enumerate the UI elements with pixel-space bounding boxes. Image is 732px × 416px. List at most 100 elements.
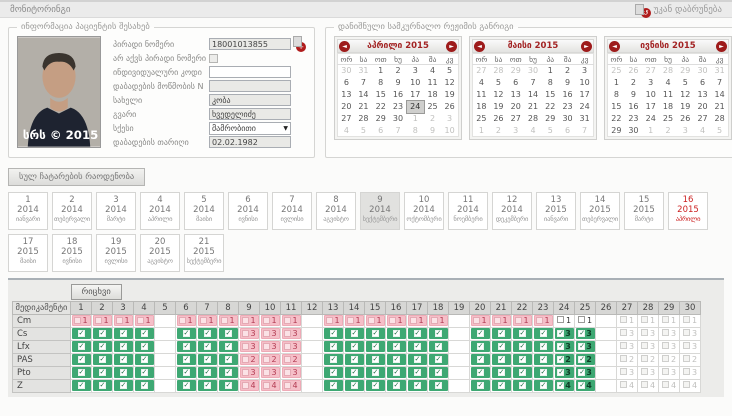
calendar-day[interactable]: 2	[665, 125, 671, 135]
month-box[interactable]: 13 2015 იანვარი	[536, 192, 576, 230]
dose-cell[interactable]	[91, 378, 113, 393]
dose-cell[interactable]: 3	[637, 339, 659, 354]
dose-cell[interactable]	[196, 378, 218, 393]
dose-cell[interactable]	[133, 339, 155, 354]
dose-cell[interactable]: 1	[385, 313, 407, 328]
dose-cell[interactable]	[385, 339, 407, 354]
calendar-day[interactable]: 25	[662, 114, 674, 123]
dose-cell[interactable]	[217, 326, 239, 341]
dose-cell[interactable]	[91, 365, 113, 380]
dose-cell[interactable]: 3	[238, 339, 260, 354]
dose-cell[interactable]: 4	[679, 378, 701, 393]
dose-cell[interactable]	[175, 365, 197, 380]
calendar-day[interactable]: 11	[476, 90, 487, 99]
dose-cell[interactable]	[217, 365, 239, 380]
calendar-day[interactable]: 28	[714, 114, 725, 123]
dose-cell[interactable]	[70, 339, 92, 354]
calendar-day[interactable]: 8	[547, 78, 553, 87]
month-box[interactable]: 20 2015 აგვისტო	[140, 234, 180, 272]
dose-cell[interactable]	[70, 365, 92, 380]
calendar-prev-icon[interactable]: ◄	[609, 40, 620, 52]
calendar-day[interactable]: 26	[628, 66, 639, 76]
dose-cell[interactable]: 3	[616, 365, 638, 380]
dose-cell[interactable]: 4	[259, 378, 281, 393]
dose-cell[interactable]	[133, 352, 155, 367]
calendar-day[interactable]: 14	[527, 90, 539, 99]
calendar-day[interactable]: 2	[430, 114, 436, 123]
dose-cell[interactable]	[70, 378, 92, 393]
calendar-day[interactable]: 21	[358, 102, 369, 111]
dose-cell[interactable]	[322, 365, 344, 380]
dose-cell[interactable]: 1	[91, 313, 113, 328]
dose-cell[interactable]: 2	[238, 352, 260, 367]
dose-cell[interactable]	[112, 378, 134, 393]
calendar-day[interactable]: 17	[579, 90, 590, 99]
calendar-day[interactable]: 28	[662, 66, 674, 76]
calendar-day[interactable]: 10	[410, 78, 421, 87]
dose-cell[interactable]: 3	[574, 365, 596, 380]
dose-cell[interactable]	[91, 326, 113, 341]
month-box[interactable]: 15 2015 მარტი	[624, 192, 664, 230]
dose-cell[interactable]	[469, 378, 491, 393]
month-box[interactable]: 3 2014 მარტი	[96, 192, 136, 230]
dose-cell[interactable]	[532, 378, 554, 393]
calendar-day[interactable]: 15	[611, 102, 622, 111]
dose-cell[interactable]	[532, 339, 554, 354]
calendar-day[interactable]: 13	[697, 90, 708, 99]
dose-cell[interactable]	[112, 326, 134, 341]
dose-cell[interactable]: 3	[658, 339, 680, 354]
dose-cell[interactable]: 3	[259, 365, 281, 380]
calendar-day[interactable]: 6	[513, 78, 519, 87]
month-box[interactable]: 21 2015 სექტემბერი	[184, 234, 224, 272]
load-person-button[interactable]: +	[293, 36, 306, 52]
calendar-day[interactable]: 27	[645, 66, 656, 76]
dose-cell[interactable]: 1	[364, 313, 386, 328]
calendar-day[interactable]: 23	[562, 102, 573, 111]
calendar-day[interactable]: 8	[412, 125, 418, 135]
calendar-day[interactable]: 25	[611, 66, 622, 76]
calendar-day[interactable]: 29	[680, 66, 691, 76]
calendar-day[interactable]: 2	[630, 78, 636, 87]
dose-cell[interactable]: 3	[616, 326, 638, 341]
dose-cell[interactable]	[406, 352, 428, 367]
calendar-day[interactable]: 22	[545, 102, 556, 111]
dose-cell[interactable]	[406, 378, 428, 393]
calendar-day[interactable]: 30	[527, 66, 539, 76]
calendar-day[interactable]: 11	[662, 90, 674, 99]
calendar-day[interactable]: 26	[444, 102, 455, 111]
calendar-next-icon[interactable]: ►	[580, 40, 592, 52]
month-box[interactable]: 6 2014 ივნისი	[228, 192, 268, 230]
calendar-day[interactable]: 5	[717, 125, 723, 135]
dose-cell[interactable]	[469, 339, 491, 354]
dose-cell[interactable]	[427, 365, 449, 380]
calendar-day[interactable]: 20	[341, 102, 352, 111]
dose-cell[interactable]	[133, 326, 155, 341]
dose-cell[interactable]	[175, 339, 197, 354]
dose-cell[interactable]: 1	[511, 313, 533, 328]
dose-cell[interactable]: 1	[238, 313, 260, 328]
dose-cell[interactable]	[364, 365, 386, 380]
dose-cell[interactable]	[511, 339, 533, 354]
calendar-day[interactable]: 14	[358, 90, 369, 99]
dose-cell[interactable]: 3	[658, 365, 680, 380]
dose-cell[interactable]	[217, 352, 239, 367]
calendar-day[interactable]: 29	[375, 114, 386, 123]
dose-cell[interactable]: 1	[343, 313, 365, 328]
dose-cell[interactable]	[364, 339, 386, 354]
calendar-day[interactable]: 12	[680, 90, 691, 99]
dose-cell[interactable]	[70, 326, 92, 341]
dose-cell[interactable]	[532, 352, 554, 367]
dose-cell[interactable]: 1	[532, 313, 554, 328]
calendar-day[interactable]: 21	[527, 102, 539, 111]
dose-cell[interactable]	[343, 326, 365, 341]
calendar-day[interactable]: 26	[493, 114, 504, 123]
calendar-next-icon[interactable]: ►	[715, 40, 727, 52]
dose-cell[interactable]	[427, 352, 449, 367]
month-box[interactable]: 1 2014 იანვარი	[8, 192, 48, 230]
dose-cell[interactable]: 3	[238, 365, 260, 380]
month-box[interactable]: 18 2015 ივნისი	[52, 234, 92, 272]
dose-cell[interactable]	[112, 365, 134, 380]
dose-cell[interactable]	[175, 352, 197, 367]
calendar-day[interactable]: 2	[395, 66, 401, 76]
calendar-day[interactable]: 5	[682, 78, 688, 87]
